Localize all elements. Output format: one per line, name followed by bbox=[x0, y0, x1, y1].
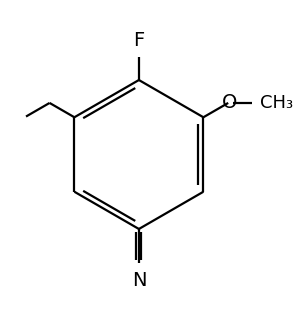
Text: F: F bbox=[133, 31, 145, 50]
Text: CH₃: CH₃ bbox=[260, 94, 293, 112]
Text: N: N bbox=[132, 270, 146, 290]
Text: O: O bbox=[222, 93, 237, 112]
